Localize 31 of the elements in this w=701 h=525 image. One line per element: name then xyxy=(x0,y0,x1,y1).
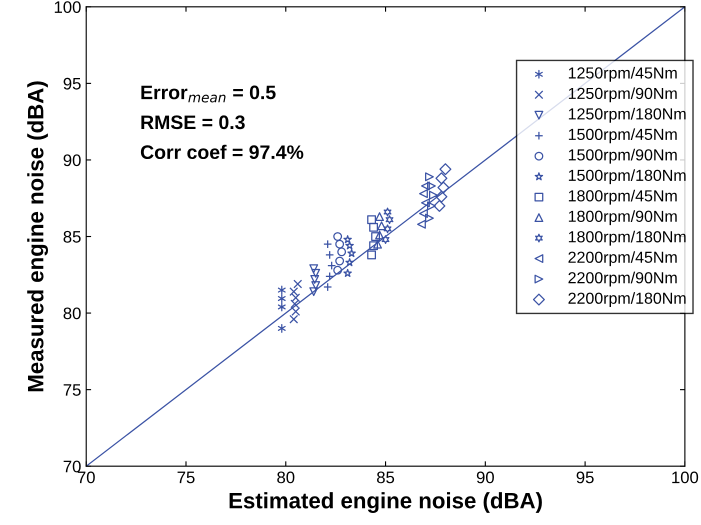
legend-label: 1800rpm/45Nm xyxy=(568,190,677,205)
y-tick-label: 85 xyxy=(64,230,81,243)
y-tick-label: 100 xyxy=(54,1,81,14)
y-tick-label: 80 xyxy=(64,307,81,320)
x-tick-label: 70 xyxy=(78,472,95,484)
legend-label: 1500rpm/180Nm xyxy=(568,169,686,184)
legend-label: 1800rpm/180Nm xyxy=(568,230,686,246)
legend-label: 1250rpm/180Nm xyxy=(568,108,686,123)
legend-label: 1500rpm/45Nm xyxy=(568,128,677,144)
annotation: Corr coef = 97.4% xyxy=(140,144,304,160)
x-axis-title: Estimated engine noise (dBA) xyxy=(230,492,542,513)
x-tick-label: 95 xyxy=(576,472,594,484)
y-tick-label: 95 xyxy=(64,78,81,90)
y-tick-label: 75 xyxy=(64,384,81,396)
x-tick-label: 100 xyxy=(672,472,698,484)
x-tick-label: 75 xyxy=(178,472,195,484)
annotation: RMSE = 0.3 xyxy=(141,115,245,130)
legend-label: 1250rpm/45Nm xyxy=(568,66,677,82)
legend-label: 1250rpm/90Nm xyxy=(568,87,677,102)
y-axis-title: Measured engine noise (dBA) xyxy=(27,81,48,392)
legend-label: 1500rpm/90Nm xyxy=(568,148,677,164)
y-tick-label: 70 xyxy=(64,460,81,472)
legend-label: 2200rpm/45Nm xyxy=(568,251,677,266)
x-tick-label: 80 xyxy=(277,472,294,484)
x-tick-label: 90 xyxy=(476,472,494,484)
legend-label: 2200rpm/180Nm xyxy=(568,292,686,308)
annotation: Error$_{mean}$ = 0.5 xyxy=(141,86,276,102)
legend-label: 1800rpm/90Nm xyxy=(568,210,677,226)
x-tick-label: 85 xyxy=(377,472,394,484)
y-tick-label: 90 xyxy=(64,154,81,166)
legend-label: 2200rpm/90Nm xyxy=(568,272,677,287)
